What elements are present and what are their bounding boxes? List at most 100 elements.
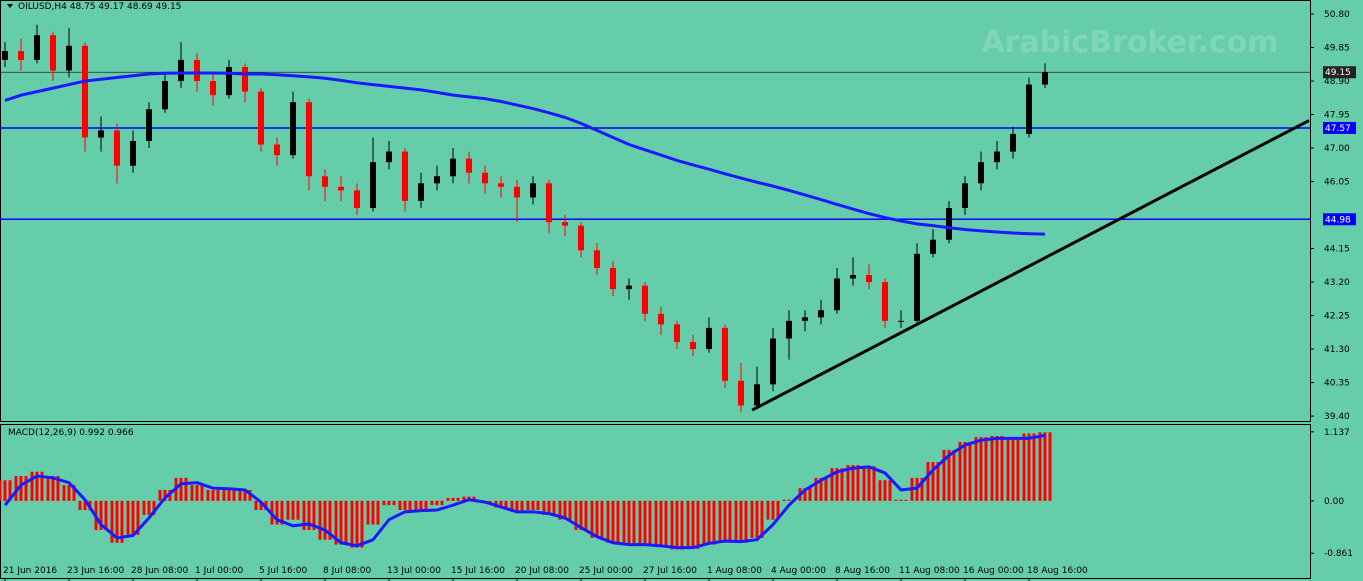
macd-bar — [755, 500, 759, 538]
y-tick-label: 40.35 — [1324, 379, 1350, 389]
macd-bar — [488, 500, 492, 503]
macd-bar — [638, 500, 642, 545]
x-tick-label: 27 Jul 16:00 — [643, 566, 697, 576]
macd-bar — [622, 500, 626, 545]
macd-bar — [968, 442, 972, 501]
macd-signal — [3, 433, 1046, 550]
macd-bar — [376, 500, 380, 525]
x-tick-label: 5 Jul 16:00 — [259, 566, 308, 576]
candle-body — [546, 183, 552, 223]
y-tick-label: 50.80 — [1324, 10, 1350, 20]
macd-bar — [307, 500, 311, 531]
macd-bar — [728, 500, 732, 543]
candle-body — [962, 183, 968, 209]
macd-bar — [926, 462, 930, 501]
macd-bar — [462, 496, 466, 501]
macd-bar — [24, 476, 28, 501]
macd-bar — [131, 500, 135, 535]
macd-bar — [712, 500, 716, 545]
candle-body — [706, 327, 712, 350]
macd-bar — [787, 499, 791, 501]
candle-body — [850, 275, 856, 279]
macd-bar — [659, 500, 663, 547]
candle-body — [866, 275, 872, 283]
candle-body — [642, 285, 648, 314]
macd-bar — [232, 488, 236, 501]
macd-bar — [584, 500, 588, 531]
candle-body — [1042, 72, 1048, 85]
macd-bar — [862, 466, 866, 501]
macd-bar — [723, 500, 727, 543]
y-tick-label: -0.861 — [1324, 549, 1353, 559]
macd-bar — [696, 500, 700, 549]
candle-body — [786, 320, 792, 339]
y-tick-label: 39.40 — [1324, 412, 1350, 422]
candle-body — [450, 158, 456, 177]
macd-bar — [104, 500, 108, 531]
macd-bar — [526, 500, 530, 510]
candle-body — [82, 45, 88, 138]
macd-bar — [867, 466, 871, 501]
level-label: 49.15 — [1325, 68, 1351, 78]
x-tick-label: 1 Aug 08:00 — [707, 566, 762, 576]
macd-bar — [382, 500, 386, 506]
macd-bar — [568, 500, 572, 520]
candle-body — [738, 380, 744, 406]
macd-panel-border — [0, 424, 1311, 579]
candle-body — [818, 310, 824, 318]
macd-bar — [115, 500, 119, 543]
macd-bar — [904, 499, 908, 501]
macd-bar — [974, 437, 978, 501]
candle-body — [178, 59, 184, 82]
macd-bar — [611, 500, 615, 543]
macd-bar — [302, 500, 306, 531]
macd-bar — [830, 468, 834, 501]
macd-bar — [963, 442, 967, 501]
macd-bar — [750, 500, 754, 538]
candle-body — [434, 176, 440, 184]
macd-bar — [120, 500, 124, 543]
macd-bar — [30, 471, 34, 501]
macd-bar — [942, 449, 946, 501]
macd-bar — [979, 437, 983, 501]
candle-body — [306, 102, 312, 177]
level-label: 44.98 — [1325, 215, 1351, 225]
macd-bar — [344, 500, 348, 545]
macd-bar — [456, 497, 460, 501]
candle-body — [626, 285, 632, 290]
y-tick-label: 42.25 — [1324, 312, 1350, 322]
candle-body — [50, 35, 56, 71]
macd-bar — [46, 476, 50, 501]
macd-bar — [51, 476, 55, 501]
macd-bar — [403, 500, 407, 510]
candle-body — [146, 109, 152, 141]
x-tick-label: 16 Aug 00:00 — [963, 566, 1024, 576]
macd-bar — [1043, 432, 1047, 501]
macd-bar — [814, 477, 818, 501]
macd-bar — [62, 485, 66, 501]
macd-bar — [739, 500, 743, 543]
x-tick-label: 4 Aug 00:00 — [771, 566, 826, 576]
candle-body — [530, 183, 536, 198]
macd-bar — [888, 480, 892, 501]
macd-bar — [542, 500, 546, 515]
candle-body — [498, 183, 504, 187]
macd-bar — [323, 500, 327, 540]
macd-bar — [878, 480, 882, 501]
y-tick-label: 49.85 — [1324, 44, 1350, 54]
macd-bar — [1032, 433, 1036, 501]
macd-bar — [1016, 437, 1020, 501]
macd-bar — [126, 500, 130, 535]
candle-body — [226, 66, 232, 96]
macd-bar — [1011, 437, 1015, 501]
macd-bar — [846, 465, 850, 501]
macd-bar — [392, 500, 396, 506]
macd-bar — [1038, 432, 1042, 501]
y-tick-label: 41.30 — [1324, 345, 1350, 355]
macd-bar — [78, 500, 82, 510]
macd-bar — [520, 500, 524, 512]
candle-body — [402, 151, 408, 201]
macd-bar — [67, 485, 71, 501]
macd-bar — [355, 500, 359, 548]
macd-bar — [430, 500, 434, 506]
